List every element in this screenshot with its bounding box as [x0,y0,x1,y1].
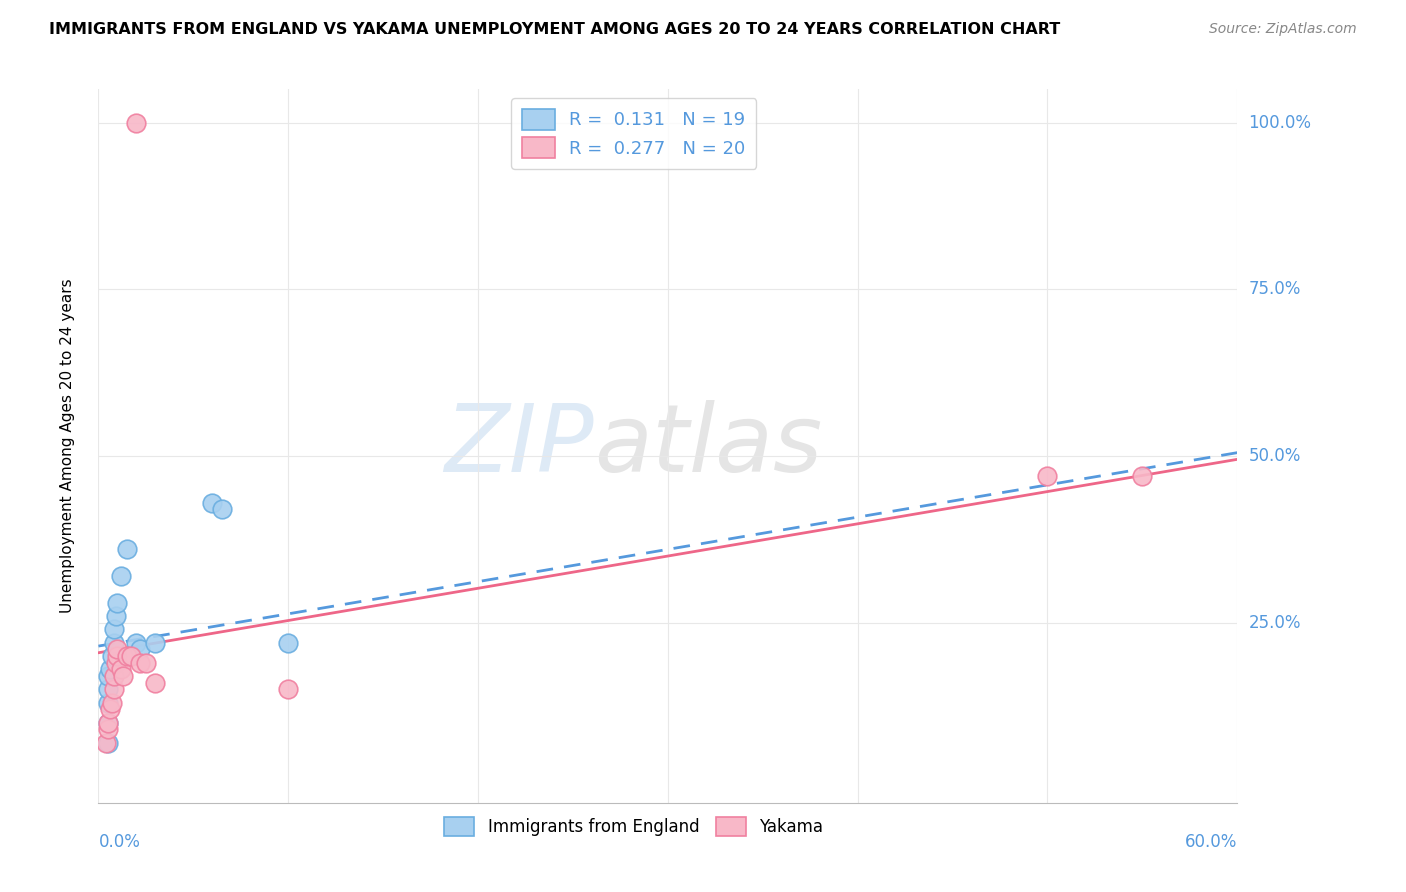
Point [97,715,120,730]
Point [107,642,129,657]
Point [1036,469,1059,483]
Point [1132,469,1154,483]
Text: 50.0%: 50.0% [1249,447,1301,465]
Point [98,702,121,716]
Point [125,636,148,650]
Text: 75.0%: 75.0% [1249,280,1301,298]
Text: 60.0%: 60.0% [1185,833,1237,851]
Point [112,669,135,683]
Legend: Immigrants from England, Yakama: Immigrants from England, Yakama [436,808,831,845]
Text: ZIP: ZIP [444,401,593,491]
Point [104,656,127,670]
Point [100,696,122,710]
Point [115,542,138,557]
Point [110,662,132,676]
Point [103,682,125,697]
Point [201,496,224,510]
Point [103,669,125,683]
Text: 25.0%: 25.0% [1249,614,1301,632]
Point [97,669,120,683]
Point [115,649,138,664]
Y-axis label: Unemployment Among Ages 20 to 24 years: Unemployment Among Ages 20 to 24 years [60,278,75,614]
Point [211,502,233,516]
Text: 100.0%: 100.0% [1249,113,1312,131]
Point [135,656,157,670]
Point [107,649,129,664]
Point [107,596,129,610]
Point [103,636,125,650]
Point [277,636,299,650]
Point [110,569,132,583]
Point [120,649,142,664]
Point [104,609,127,624]
Text: IMMIGRANTS FROM ENGLAND VS YAKAMA UNEMPLOYMENT AMONG AGES 20 TO 24 YEARS CORRELA: IMMIGRANTS FROM ENGLAND VS YAKAMA UNEMPL… [49,22,1060,37]
Point [97,715,120,730]
Point [97,696,120,710]
Point [125,115,148,129]
Point [129,642,152,657]
Point [97,736,120,750]
Point [97,723,120,737]
Point [277,682,299,697]
Point [103,623,125,637]
Point [98,662,121,676]
Point [97,682,120,697]
Text: atlas: atlas [593,401,823,491]
Point [129,656,152,670]
Point [100,649,122,664]
Text: Source: ZipAtlas.com: Source: ZipAtlas.com [1209,22,1357,37]
Text: 0.0%: 0.0% [98,833,141,851]
Point [145,675,167,690]
Point [145,636,167,650]
Point [94,736,117,750]
